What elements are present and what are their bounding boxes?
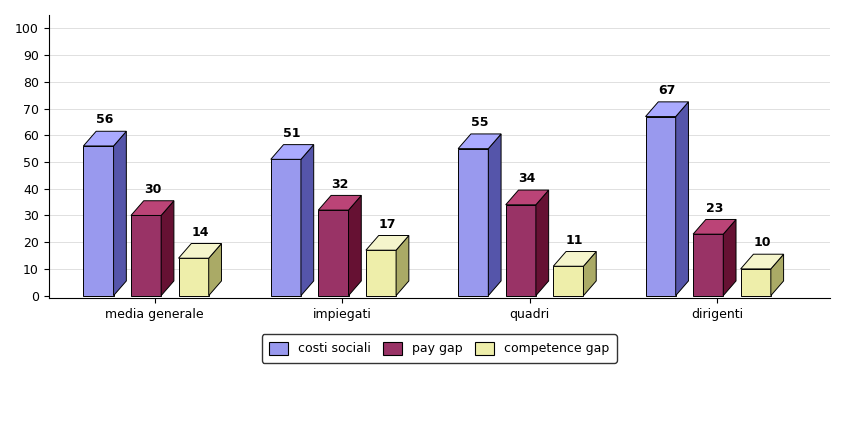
Polygon shape bbox=[131, 215, 161, 296]
Polygon shape bbox=[396, 236, 408, 296]
Polygon shape bbox=[318, 195, 361, 210]
Polygon shape bbox=[740, 269, 770, 296]
Polygon shape bbox=[740, 254, 782, 269]
Text: 14: 14 bbox=[191, 226, 208, 239]
Text: 56: 56 bbox=[96, 113, 113, 126]
Text: 67: 67 bbox=[657, 84, 675, 97]
Polygon shape bbox=[178, 243, 221, 258]
Polygon shape bbox=[457, 134, 500, 148]
Polygon shape bbox=[692, 234, 722, 296]
Text: 51: 51 bbox=[283, 127, 300, 140]
Polygon shape bbox=[365, 250, 396, 296]
Text: 55: 55 bbox=[470, 116, 488, 129]
Text: 34: 34 bbox=[518, 172, 535, 185]
Polygon shape bbox=[770, 254, 782, 296]
Polygon shape bbox=[505, 205, 535, 296]
Text: 32: 32 bbox=[331, 178, 348, 191]
Text: 17: 17 bbox=[378, 218, 396, 231]
Polygon shape bbox=[722, 220, 735, 296]
Polygon shape bbox=[270, 159, 300, 296]
Polygon shape bbox=[645, 117, 675, 296]
Polygon shape bbox=[582, 252, 596, 296]
Polygon shape bbox=[457, 148, 488, 296]
Polygon shape bbox=[84, 146, 113, 296]
Polygon shape bbox=[208, 243, 221, 296]
Polygon shape bbox=[270, 145, 313, 159]
Text: 23: 23 bbox=[705, 202, 722, 215]
Polygon shape bbox=[692, 220, 735, 234]
Polygon shape bbox=[553, 252, 596, 266]
Legend: costi sociali, pay gap, competence gap: costi sociali, pay gap, competence gap bbox=[262, 334, 616, 363]
Polygon shape bbox=[300, 145, 313, 296]
Polygon shape bbox=[113, 131, 127, 296]
Polygon shape bbox=[348, 195, 361, 296]
Text: 10: 10 bbox=[753, 237, 770, 250]
Text: 11: 11 bbox=[565, 234, 583, 247]
Text: 30: 30 bbox=[143, 183, 161, 196]
Polygon shape bbox=[535, 190, 548, 296]
Polygon shape bbox=[131, 201, 174, 215]
Polygon shape bbox=[675, 102, 688, 296]
Polygon shape bbox=[161, 201, 174, 296]
Polygon shape bbox=[505, 190, 548, 205]
Polygon shape bbox=[645, 102, 688, 117]
Polygon shape bbox=[553, 266, 582, 296]
Polygon shape bbox=[84, 131, 127, 146]
Polygon shape bbox=[365, 236, 408, 250]
Polygon shape bbox=[318, 210, 348, 296]
Polygon shape bbox=[488, 134, 500, 296]
Polygon shape bbox=[178, 258, 208, 296]
